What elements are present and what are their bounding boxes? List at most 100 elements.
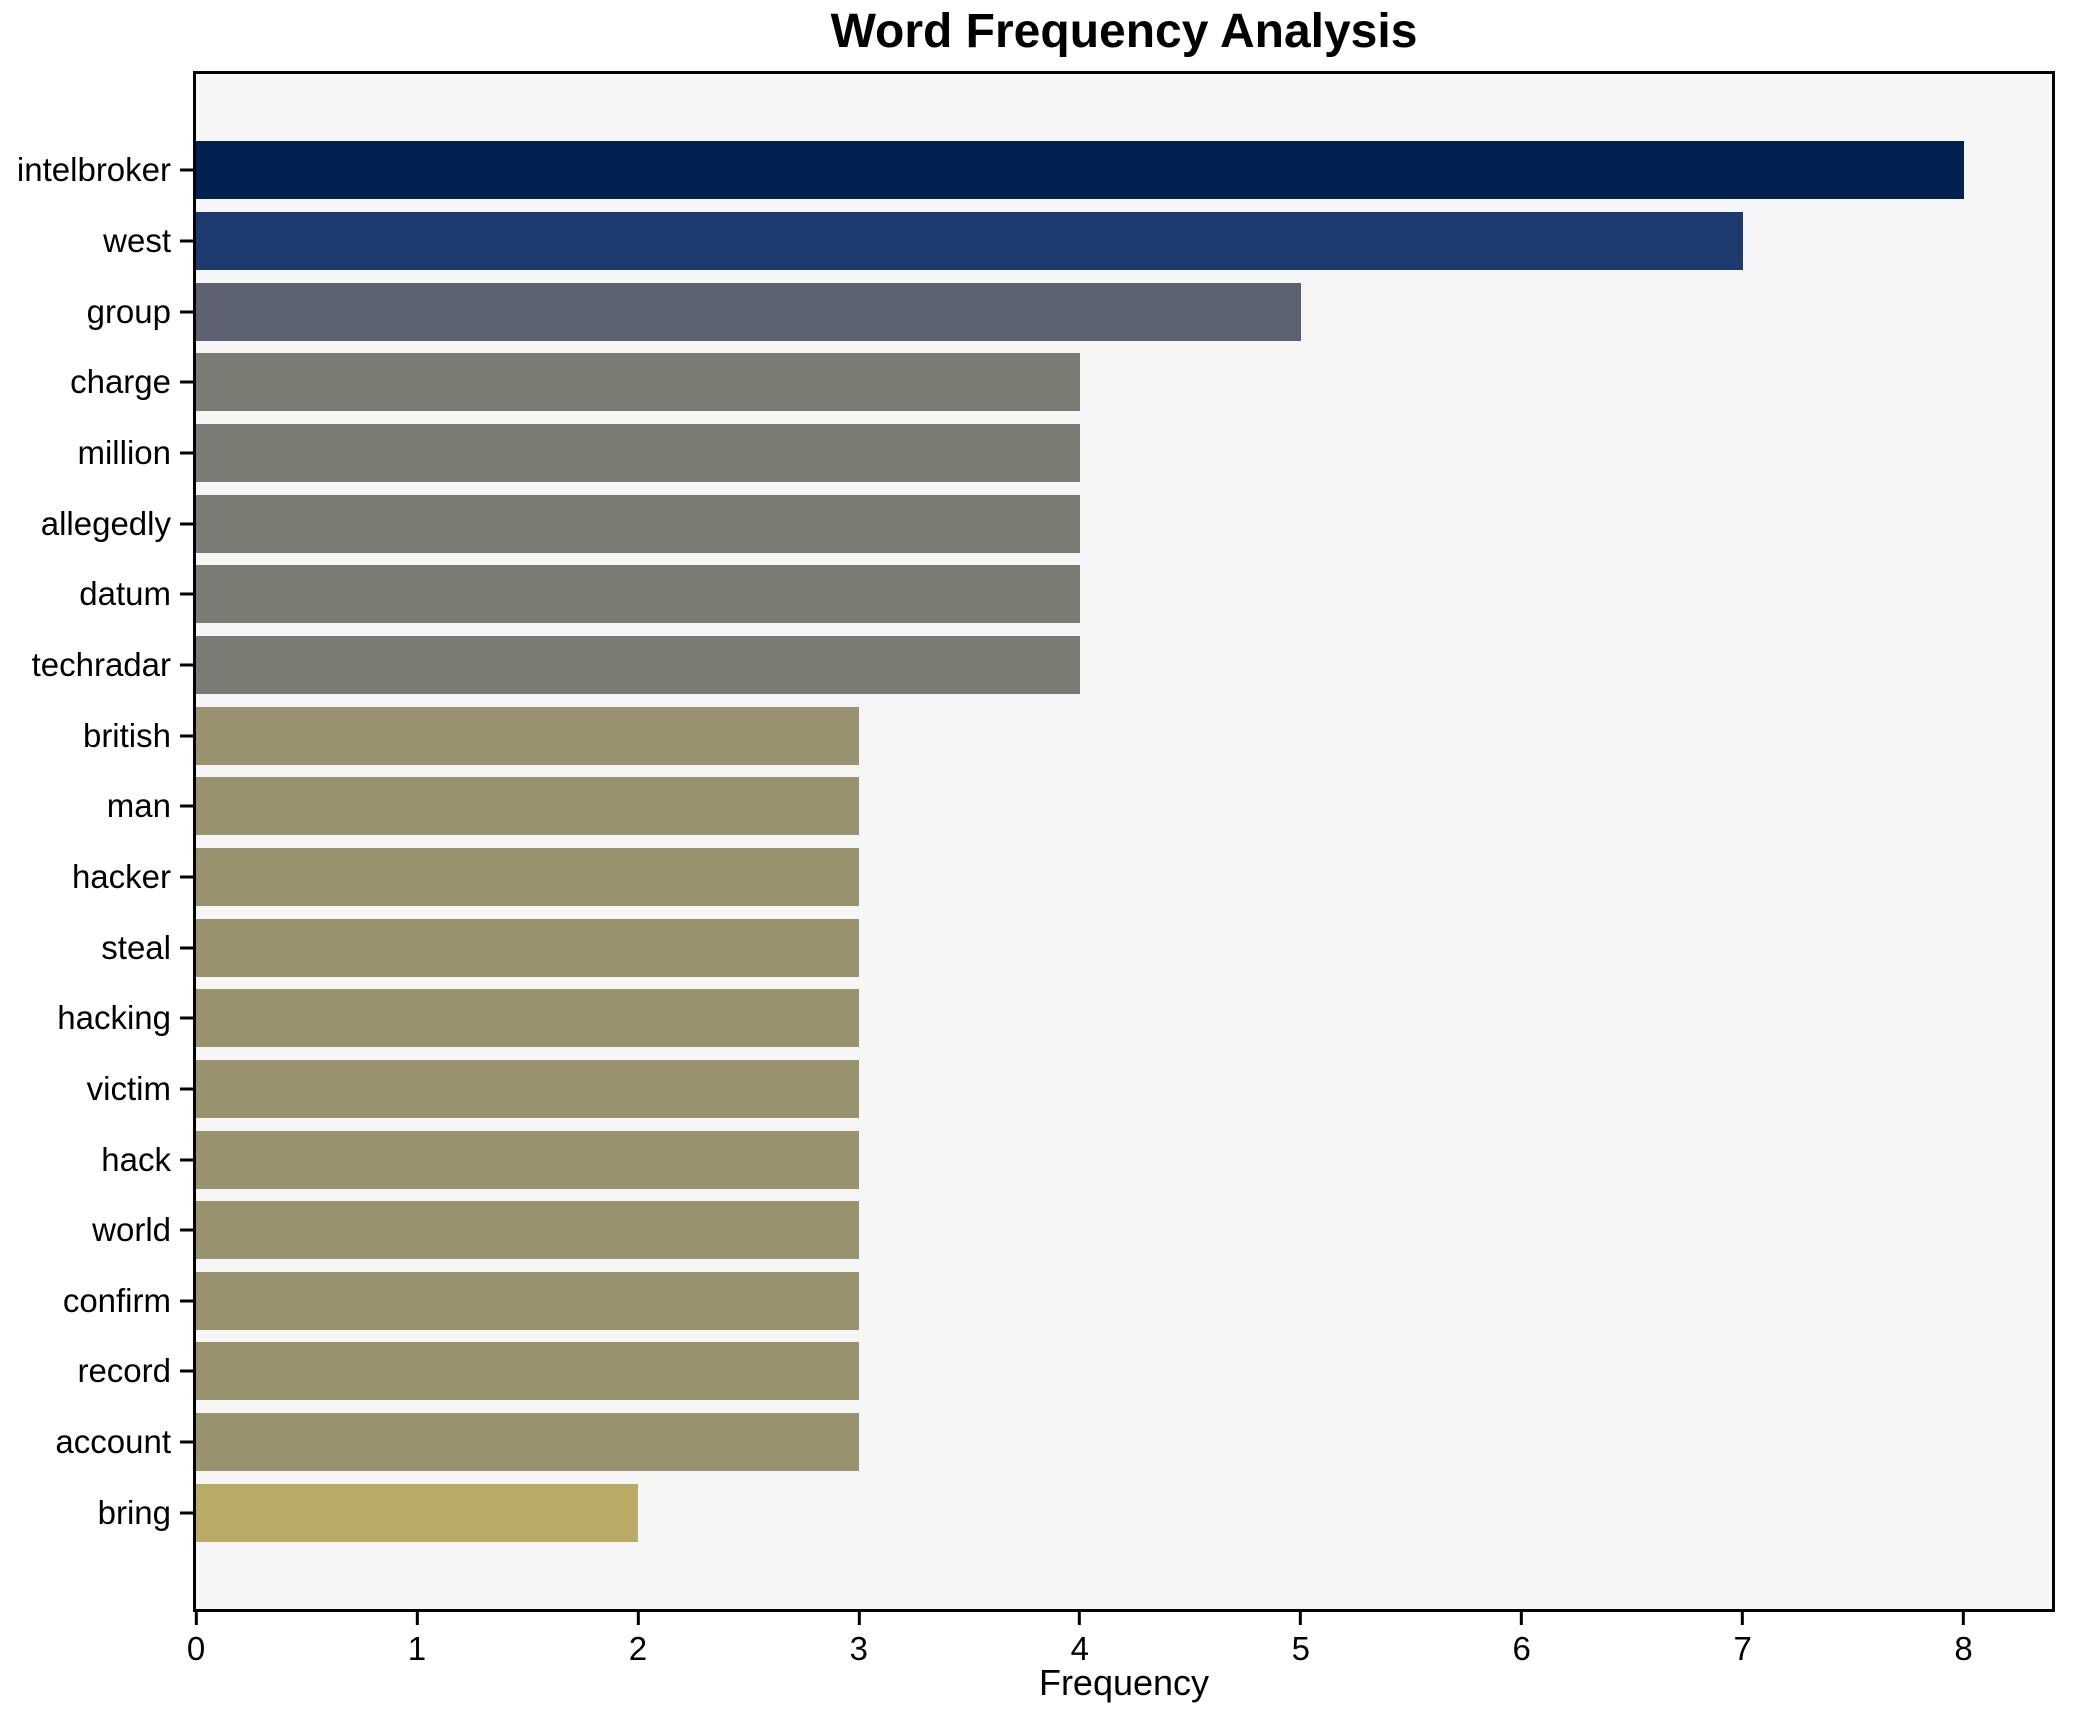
y-tick-british: british	[0, 700, 193, 771]
bar-million	[196, 423, 1080, 482]
bar-row-techradar	[196, 630, 2052, 701]
bar-bring	[196, 1483, 638, 1542]
y-tick-intelbroker: intelbroker	[0, 135, 193, 206]
y-tick-techradar: techradar	[0, 630, 193, 701]
x-tick-mark	[194, 1612, 198, 1625]
bar-hacker	[196, 847, 859, 906]
y-tick-label: bring	[97, 1493, 171, 1531]
y-tick-mark	[180, 1087, 193, 1091]
bar-row-man	[196, 771, 2052, 842]
y-tick-mark	[180, 804, 193, 808]
y-tick-label: record	[77, 1352, 171, 1390]
y-tick-label: charge	[70, 363, 171, 401]
bar-row-hacker	[196, 842, 2052, 913]
y-tick-label: victim	[86, 1069, 171, 1107]
x-tick-mark	[1078, 1612, 1082, 1625]
y-axis: intelbroker west group charge million alleged…	[0, 135, 193, 1548]
bar-man	[196, 777, 859, 836]
x-tick-0: 0	[187, 1612, 205, 1668]
bar-west	[196, 211, 1743, 270]
y-tick-label: datum	[79, 575, 171, 613]
bar-row-hack	[196, 1124, 2052, 1195]
y-tick-label: techradar	[31, 645, 171, 683]
y-tick-label: steal	[101, 928, 171, 966]
bar-row-confirm	[196, 1266, 2052, 1337]
bar-row-allegedly	[196, 488, 2052, 559]
x-tick-mark	[636, 1612, 640, 1625]
x-tick-5: 5	[1292, 1612, 1310, 1668]
plot-area	[193, 71, 2055, 1612]
y-tick-label: hacking	[57, 999, 171, 1037]
x-tick-label: 1	[407, 1630, 427, 1667]
bar-row-charge	[196, 347, 2052, 418]
y-tick-hacker: hacker	[0, 842, 193, 913]
x-tick-mark	[415, 1612, 419, 1625]
y-tick-label: account	[55, 1423, 171, 1461]
bar-victim	[196, 1059, 859, 1118]
y-tick-charge: charge	[0, 347, 193, 418]
y-tick-mark	[180, 1016, 193, 1020]
y-tick-mark	[180, 310, 193, 314]
x-tick-8: 8	[1954, 1612, 1973, 1668]
y-tick-label: hack	[101, 1140, 171, 1178]
x-tick-mark	[1741, 1612, 1745, 1625]
y-tick-mark	[180, 1511, 193, 1515]
x-tick-3: 3	[850, 1612, 868, 1668]
y-tick-account: account	[0, 1407, 193, 1478]
y-tick-steal: steal	[0, 912, 193, 983]
y-tick-mark	[180, 1299, 193, 1303]
y-tick-label: hacker	[71, 857, 171, 895]
y-tick-mark	[180, 1158, 193, 1162]
bar-row-million	[196, 418, 2052, 489]
bar-hack	[196, 1130, 859, 1189]
bar-steal	[196, 918, 859, 977]
y-tick-label: allegedly	[40, 504, 171, 542]
x-tick-label: 0	[186, 1630, 206, 1667]
y-tick-mark	[180, 239, 193, 243]
x-tick-label: 5	[1291, 1630, 1310, 1667]
bar-record	[196, 1342, 859, 1401]
chart-title: Word Frequency Analysis	[830, 5, 1418, 58]
bar-row-intelbroker	[196, 135, 2052, 206]
bar-world	[196, 1201, 859, 1260]
y-tick-mark	[180, 875, 193, 879]
y-tick-mark	[180, 663, 193, 667]
bar-row-bring	[196, 1477, 2052, 1548]
bar-hacking	[196, 989, 859, 1048]
y-tick-bring: bring	[0, 1477, 193, 1548]
y-tick-mark	[180, 1228, 193, 1232]
x-tick-2: 2	[629, 1612, 647, 1668]
y-tick-world: world	[0, 1195, 193, 1266]
y-tick-label: man	[106, 787, 171, 825]
bar-row-british	[196, 700, 2052, 771]
y-tick-hack: hack	[0, 1124, 193, 1195]
y-tick-west: west	[0, 206, 193, 277]
x-tick-label: 4	[1070, 1630, 1089, 1667]
y-tick-label: world	[92, 1211, 171, 1249]
x-tick-mark	[1520, 1612, 1524, 1625]
x-tick-label: 2	[628, 1630, 648, 1667]
bar-row-west	[196, 206, 2052, 277]
bar-intelbroker	[196, 141, 1964, 200]
y-tick-label: intelbroker	[16, 151, 171, 189]
bar-row-hacking	[196, 983, 2052, 1054]
x-tick-6: 6	[1513, 1612, 1531, 1668]
y-tick-mark	[180, 380, 193, 384]
x-axis-title: Frequency	[1038, 1662, 1210, 1703]
bar-row-victim	[196, 1054, 2052, 1125]
x-tick-label: 7	[1733, 1630, 1752, 1667]
x-tick-label: 6	[1512, 1630, 1531, 1667]
bar-group	[196, 282, 1301, 341]
y-tick-label: group	[86, 292, 171, 330]
y-tick-victim: victim	[0, 1054, 193, 1125]
y-tick-mark	[180, 522, 193, 526]
y-tick-datum: datum	[0, 559, 193, 630]
bar-british	[196, 706, 859, 765]
y-tick-label: west	[103, 221, 171, 259]
y-tick-group: group	[0, 276, 193, 347]
bar-row-account	[196, 1407, 2052, 1478]
bar-row-record	[196, 1336, 2052, 1407]
y-tick-mark	[180, 451, 193, 455]
y-tick-mark	[180, 168, 193, 172]
